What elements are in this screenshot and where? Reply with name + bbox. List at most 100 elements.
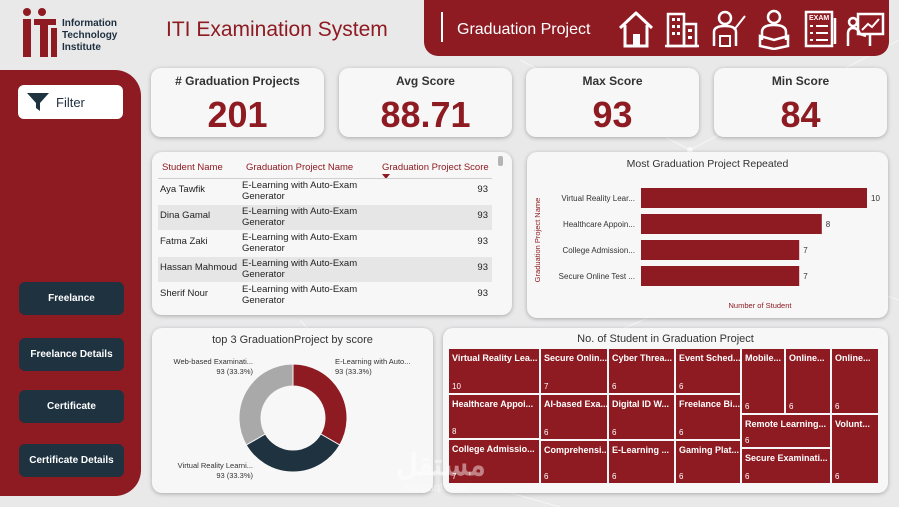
bar-value-label: 10 (871, 194, 880, 203)
treemap-cell[interactable]: Remote Learning... 6 (741, 414, 831, 448)
cell-score: 93 (477, 184, 488, 195)
bar-category-label: Healthcare Appoin... (563, 220, 635, 229)
home-icon[interactable] (616, 8, 656, 50)
table-scrollbar[interactable] (498, 156, 503, 166)
instructor-icon[interactable] (708, 8, 748, 50)
chart-title: No. of Student in Graduation Project (577, 333, 754, 345)
treemap-cell-label: Gaming Plat... (679, 445, 740, 455)
filter-button[interactable]: Filter (18, 85, 123, 119)
treemap-cell-value: 6 (612, 472, 617, 481)
table-row[interactable]: Dina Gamal E-Learning with Auto-Exam Gen… (158, 205, 492, 230)
treemap-cell-value: 6 (835, 402, 840, 411)
kpi-value: 93 (592, 94, 633, 135)
treemap-cell-value: 6 (745, 436, 750, 445)
treemap-cell[interactable]: Gaming Plat... 6 (675, 440, 741, 484)
kpi-card-max-score: Max Score 93 (526, 68, 699, 137)
cell-student-name: Fatma Zaki (160, 236, 208, 247)
certificate-button[interactable]: Certificate (19, 390, 124, 423)
kpi-card-min-score: Min Score 84 (714, 68, 887, 137)
treemap-cell-label: Healthcare Appoi... (452, 399, 534, 409)
treemap-cell-value: 6 (544, 472, 549, 481)
treemap-cell[interactable]: Comprehensi... 6 (540, 440, 608, 484)
bar[interactable] (641, 188, 867, 208)
cell-project-name: E-Learning with Auto-Exam Generator (242, 284, 358, 306)
bar[interactable] (641, 266, 800, 286)
watermark-url: mostaql.com (404, 482, 467, 494)
freelance-details-button[interactable]: Freelance Details (19, 338, 124, 371)
donut-slice[interactable] (238, 363, 294, 446)
treemap-cell[interactable]: College Admissio... 7 (448, 439, 540, 484)
treemap-cell-label: Mobile... (745, 353, 781, 363)
treemap-cell[interactable]: Virtual Reality Lea... 10 (448, 348, 540, 394)
header-bar: Graduation Project EXAM (424, 0, 889, 56)
sort-desc-icon[interactable] (382, 174, 390, 179)
exam-icon[interactable]: EXAM (800, 8, 840, 50)
treemap-cell[interactable]: Digital ID W... 6 (608, 394, 675, 440)
treemap-cell[interactable]: Volunt... 6 (831, 414, 879, 484)
sidebar: Filter Freelance Freelance Details Certi… (0, 70, 141, 496)
treemap-cell-value: 6 (612, 382, 617, 391)
treemap-cell[interactable]: E-Learning ... 6 (608, 440, 675, 484)
student-reading-icon[interactable] (754, 8, 794, 50)
bar[interactable] (641, 214, 822, 234)
iti-logo: Information Technology Institute (18, 6, 138, 64)
bar[interactable] (641, 240, 800, 260)
building-icon[interactable] (662, 8, 702, 50)
cell-student-name: Hassan Mahmoud (160, 262, 238, 273)
kpi-value: 88.71 (380, 94, 471, 135)
freelance-button[interactable]: Freelance (19, 282, 124, 315)
donut-slice[interactable] (245, 433, 341, 473)
slice-value-label: 93 (33.3%) (216, 367, 253, 376)
treemap-cell-value: 6 (679, 382, 684, 391)
table-row[interactable]: Sherif Nour E-Learning with Auto-Exam Ge… (158, 283, 492, 308)
treemap-cell-value: 6 (612, 428, 617, 437)
cell-score: 93 (477, 288, 488, 299)
treemap-cell-value: 6 (745, 402, 750, 411)
cell-project-name: E-Learning with Auto-Exam Generator (242, 232, 358, 254)
treemap-cell[interactable]: AI-based Exa... 6 (540, 394, 608, 440)
page-title: Graduation Project (457, 21, 591, 38)
presentation-icon[interactable] (846, 8, 886, 50)
treemap-cell-value: 6 (745, 472, 750, 481)
students-table: Student Name Graduation Project Name Gra… (152, 152, 512, 315)
treemap-cell[interactable]: Secure Examinati... 6 (741, 448, 831, 484)
treemap-cell-label: Virtual Reality Lea... (452, 353, 538, 363)
treemap-cell-value: 6 (789, 402, 794, 411)
treemap-cell-label: Comprehensi... (544, 445, 607, 455)
treemap-cell-label: College Admissio... (452, 444, 535, 454)
cell-score: 93 (477, 262, 488, 273)
table-row[interactable]: Aya Tawfik E-Learning with Auto-Exam Gen… (158, 179, 492, 204)
iti-logo-icon (23, 8, 57, 57)
cell-score: 93 (477, 236, 488, 247)
treemap-cell[interactable]: Online... 6 (831, 348, 879, 414)
column-header-project-name[interactable]: Graduation Project Name (246, 162, 354, 173)
treemap-cell[interactable]: Secure Onlin... 7 (540, 348, 608, 394)
table-row[interactable]: Fatma Zaki E-Learning with Auto-Exam Gen… (158, 231, 492, 256)
treemap-cell[interactable]: Freelance Bi... 6 (675, 394, 741, 440)
donut-slice[interactable] (292, 363, 348, 446)
column-header-student-name[interactable]: Student Name (162, 162, 223, 173)
treemap-cell[interactable]: Mobile... 6 (741, 348, 785, 414)
kpi-value: 201 (207, 94, 268, 135)
kpi-label: Avg Score (396, 74, 455, 88)
cell-student-name: Aya Tawfik (160, 184, 206, 195)
app-title: ITI Examination System (166, 18, 388, 41)
treemap-cell[interactable]: Healthcare Appoi... 8 (448, 394, 540, 439)
treemap-cell[interactable]: Event Sched... 6 (675, 348, 741, 394)
table-row[interactable]: Hassan Mahmoud E-Learning with Auto-Exam… (158, 257, 492, 282)
treemap-card: No. of Student in Graduation Project Vir… (443, 328, 888, 493)
filter-label: Filter (56, 95, 85, 110)
certificate-details-button[interactable]: Certificate Details (19, 444, 124, 477)
slice-label: E-Learning with Auto... (335, 357, 410, 366)
kpi-label: Min Score (771, 74, 830, 88)
treemap-cell[interactable]: Cyber Threa... 6 (608, 348, 675, 394)
kpi-value: 84 (780, 94, 821, 135)
treemap-cell-label: Volunt... (835, 419, 870, 429)
treemap-cell-value: 7 (452, 472, 457, 481)
treemap-cell-value: 8 (452, 427, 457, 436)
column-header-project-score[interactable]: Graduation Project Score (382, 162, 489, 173)
kpi-card-projects: # Graduation Projects 201 (151, 68, 324, 137)
watermark: مستقل (396, 449, 486, 482)
treemap-cell-value: 10 (452, 382, 461, 391)
treemap-cell[interactable]: Online... 6 (785, 348, 831, 414)
